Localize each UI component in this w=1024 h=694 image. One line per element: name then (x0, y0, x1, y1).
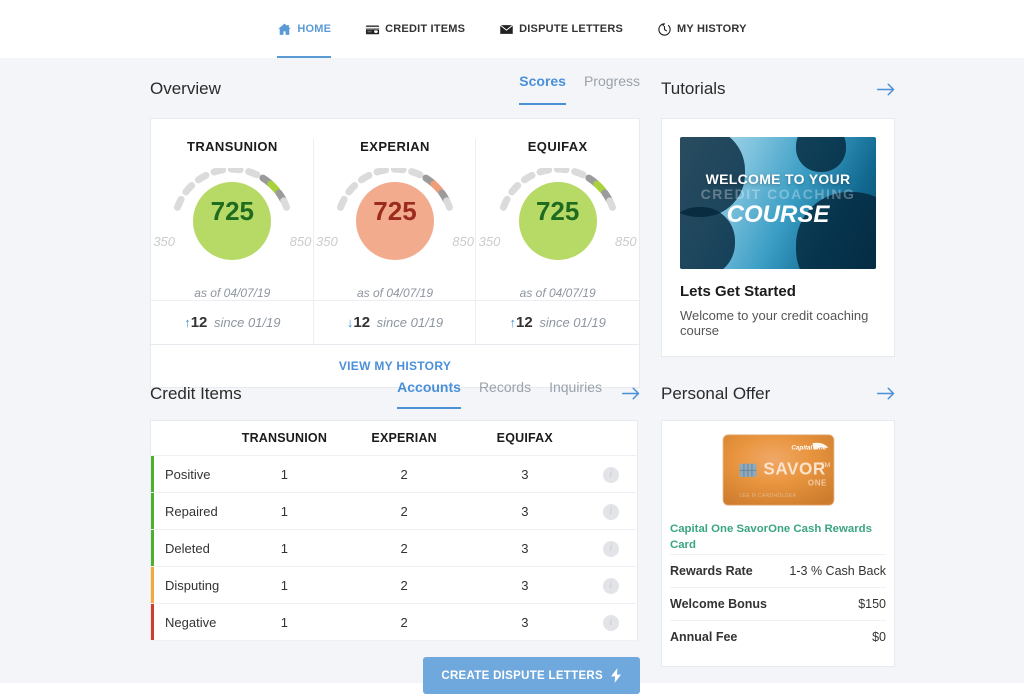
svg-text:LEE M CARDHOLDER: LEE M CARDHOLDER (739, 493, 796, 499)
svg-text:SAVOR: SAVOR (763, 459, 826, 479)
svg-text:TM: TM (820, 462, 830, 469)
svg-text:ONE: ONE (807, 478, 826, 487)
